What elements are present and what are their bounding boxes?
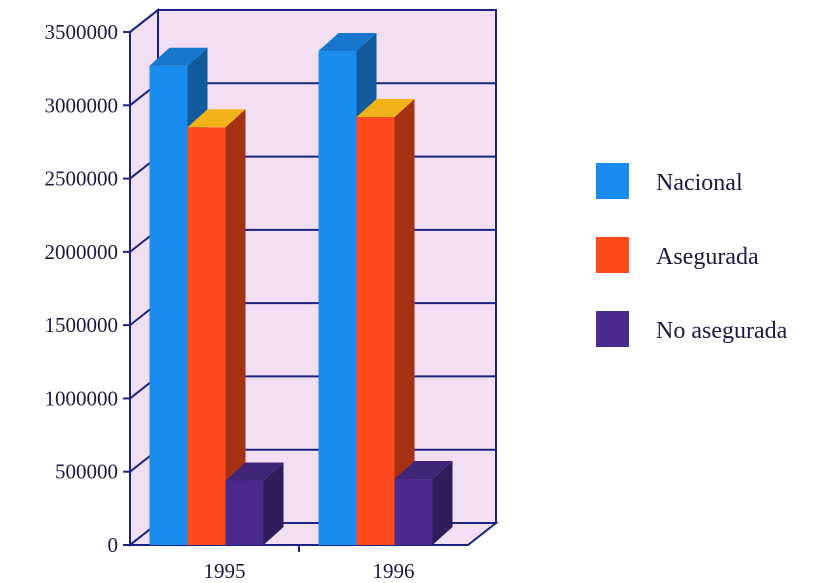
y-tick-label: 2500000 — [45, 167, 119, 191]
bar-front-nacional-1995 — [149, 65, 188, 545]
legend-label: Nacional — [656, 170, 743, 196]
bar-top — [318, 33, 377, 52]
gridline — [129, 9, 496, 33]
bar-front-nacional-1996 — [318, 51, 357, 545]
y-tick-label: 0 — [108, 533, 119, 557]
bar-front-asegurada-1995 — [187, 127, 226, 546]
y-tick-label: 1500000 — [45, 313, 119, 337]
bar-side — [225, 109, 246, 546]
x-category-label: 1996 — [373, 559, 415, 583]
bar-side — [432, 461, 453, 545]
legend-label: No asegurada — [656, 318, 788, 344]
bars — [149, 33, 453, 546]
legend-swatch — [596, 163, 629, 199]
legend: Nacional Asegurada No asegurada — [596, 163, 788, 347]
bar-front-asegurada-1996 — [356, 117, 395, 546]
bar-top — [394, 461, 453, 480]
bar-front-no-asegurada-1995 — [225, 480, 264, 545]
bar-front-no-asegurada-1996 — [394, 479, 433, 545]
x-category-labels: 1995 1996 — [204, 559, 415, 583]
bar-side — [394, 99, 415, 546]
legend-label: Asegurada — [656, 244, 759, 270]
bar-top — [225, 462, 284, 481]
legend-swatch — [596, 311, 629, 347]
bar-side — [263, 462, 284, 545]
legend-swatch — [596, 237, 629, 273]
y-tick-label: 2000000 — [45, 240, 119, 264]
y-tick-label: 500000 — [55, 460, 118, 484]
bar-top — [356, 99, 415, 118]
y-tick-label: 3500000 — [45, 20, 119, 44]
x-category-label: 1995 — [204, 559, 246, 583]
y-tick-labels: 0 500000 1000000 1500000 2000000 2500000 30000… — [45, 20, 119, 557]
y-tick-label: 1000000 — [45, 386, 119, 410]
bar-top — [149, 47, 208, 66]
bar-top — [187, 109, 246, 128]
y-tick-label: 3000000 — [45, 93, 119, 117]
